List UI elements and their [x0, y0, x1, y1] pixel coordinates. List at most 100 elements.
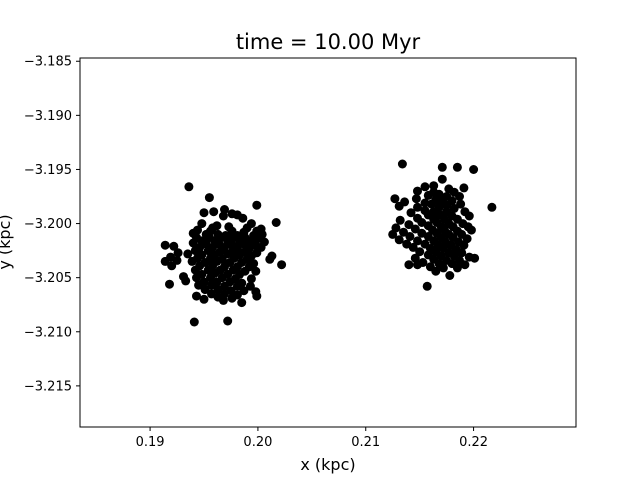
scatter-point [160, 240, 170, 250]
scatter-point [165, 279, 174, 289]
scatter-point [271, 218, 281, 227]
scatter-point [388, 229, 398, 239]
y-tick-label: −3.185 [24, 55, 72, 70]
scatter-point [252, 291, 262, 301]
scatter-point [423, 190, 433, 200]
y-axis-label: y (kpc) [0, 214, 14, 269]
scatter-point [160, 256, 170, 266]
scatter-point [460, 260, 470, 270]
scatter-point [466, 225, 476, 235]
scatter-point [429, 181, 439, 191]
scatter-point [452, 263, 462, 273]
scatter-point [252, 200, 262, 210]
y-tick-label: −3.190 [24, 109, 72, 124]
scatter-point [199, 208, 209, 218]
plot-frame [79, 57, 577, 428]
scatter-point [246, 274, 256, 284]
scatter-point [223, 316, 233, 326]
scatter-point [431, 266, 441, 276]
scatter-point [184, 182, 194, 192]
scatter-point [449, 203, 459, 213]
scatter-point [203, 246, 213, 256]
scatter-point [194, 280, 204, 290]
scatter-point [173, 248, 183, 258]
scatter-point [408, 242, 418, 252]
scatter-point [251, 266, 261, 276]
scatter-point [390, 194, 400, 204]
scatter-point [457, 248, 467, 258]
y-tick-label: −3.195 [24, 163, 72, 178]
scatter-point [218, 211, 228, 221]
scatter-point [442, 200, 452, 210]
scatter-point [183, 249, 193, 259]
scatter-point [189, 317, 199, 327]
scatter-point [394, 235, 404, 245]
scatter-point [204, 193, 214, 203]
scatter-point [169, 241, 179, 251]
scatter-point [410, 224, 420, 234]
scatter-point [406, 208, 416, 218]
scatter-point [200, 285, 210, 295]
scatter-point [487, 202, 497, 212]
scatter-point [397, 159, 407, 169]
scatter-point [405, 232, 415, 241]
scatter-point [197, 219, 207, 229]
y-tick-label: −3.210 [24, 325, 72, 340]
scatter-point [190, 246, 200, 256]
scatter-point [413, 202, 422, 212]
scatter-point [167, 261, 177, 271]
scatter-point [237, 298, 247, 308]
scatter-point [415, 247, 425, 257]
scatter-point [399, 227, 408, 237]
scatter-point [218, 295, 228, 305]
scatter-point [395, 215, 405, 225]
x-tick-label: 0.20 [243, 435, 272, 450]
scatter-point [437, 174, 447, 184]
scatter-point [394, 201, 404, 211]
scatter-point [404, 220, 414, 230]
scatter-point [232, 281, 242, 291]
scatter-point [455, 192, 464, 201]
x-axis-ticks: 0.19 0.20 0.21 0.22 [136, 427, 488, 450]
scatter-point [190, 265, 200, 275]
scatter-point [413, 260, 422, 270]
scatter-point [459, 240, 469, 250]
scatter-point [452, 162, 462, 172]
scatter-point [199, 294, 209, 304]
scatter-point [239, 286, 249, 296]
scatter-point [207, 280, 216, 290]
scatter-point [238, 213, 248, 223]
scatter-point [413, 236, 422, 246]
scatter-point [206, 273, 215, 283]
scatter-point [469, 165, 479, 174]
x-tick-label: 0.21 [351, 435, 380, 450]
scatter-point [209, 207, 219, 217]
scatter-point [188, 238, 198, 248]
y-tick-label: −3.200 [24, 217, 72, 232]
x-tick-label: 0.22 [459, 435, 488, 450]
x-tick-label: 0.19 [136, 435, 165, 450]
scatter-point [427, 199, 436, 209]
x-axis-label: x (kpc) [300, 455, 355, 474]
scatter-point [420, 182, 430, 192]
scatter-point [470, 253, 480, 263]
scatter-point [413, 186, 422, 196]
scatter-point [227, 293, 237, 303]
chart-title: time = 10.00 Myr [236, 30, 421, 54]
data-points [160, 159, 497, 327]
scatter-point [456, 199, 466, 209]
scatter-point [459, 183, 469, 193]
scatter-point [213, 285, 223, 295]
scatter-point [192, 291, 201, 301]
y-tick-label: −3.215 [24, 379, 72, 394]
scatter-point [404, 260, 414, 270]
scatter-point [411, 194, 421, 204]
scatter-point [265, 254, 275, 264]
y-tick-label: −3.205 [24, 271, 72, 286]
scatter-point [187, 256, 197, 266]
scatter-point [192, 273, 201, 283]
scatter-point [445, 271, 455, 280]
scatter-point [437, 162, 447, 172]
scatter-point [438, 263, 448, 273]
